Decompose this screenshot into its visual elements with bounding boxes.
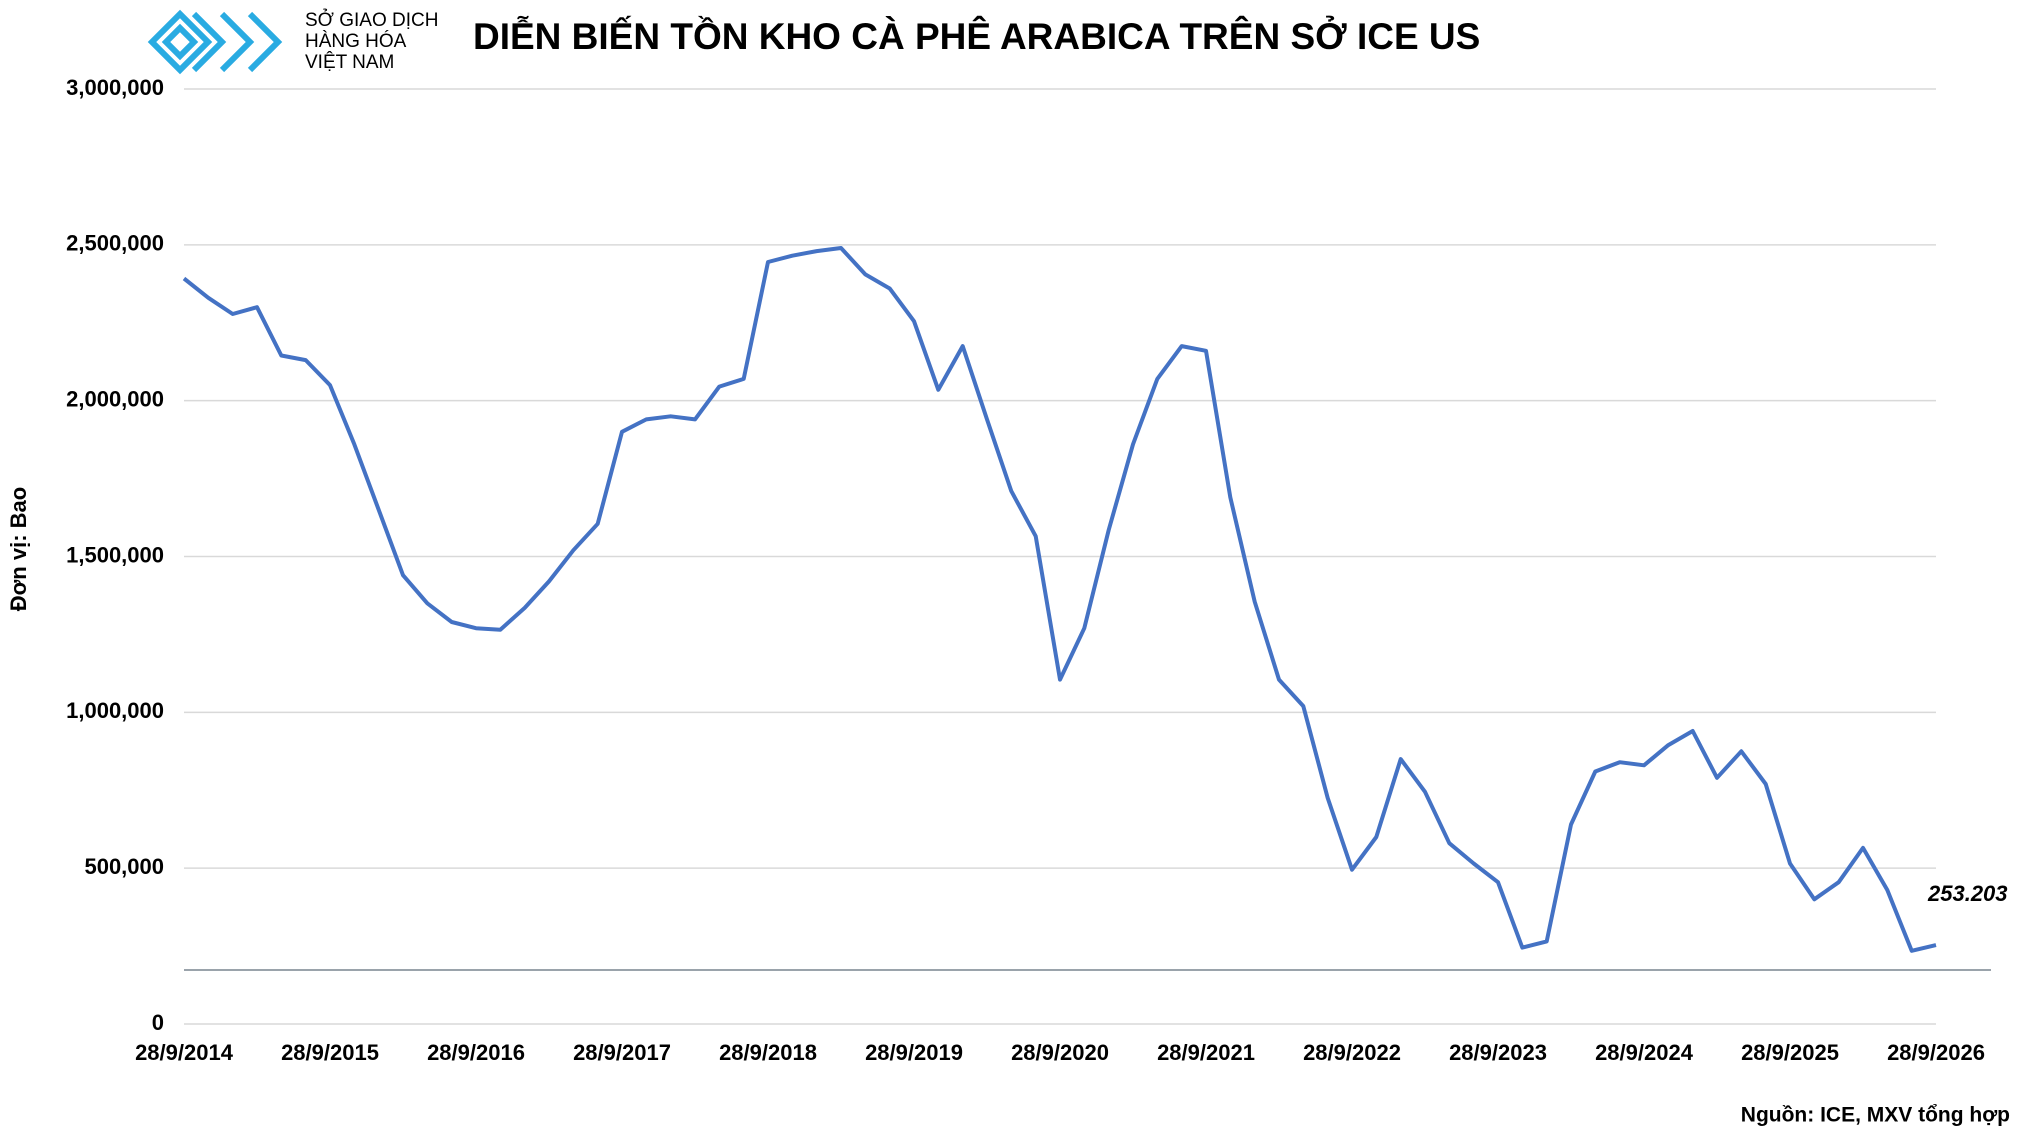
y-tick-label: 1,500,000 bbox=[66, 542, 164, 567]
logo-text: SỞ GIAO DỊCH bbox=[305, 9, 438, 31]
logo-text: HÀNG HÓA bbox=[305, 30, 407, 52]
y-tick-label: 500,000 bbox=[84, 854, 164, 879]
data-line bbox=[182, 246, 1937, 953]
x-tick-label: 28/9/2020 bbox=[1011, 1040, 1109, 1065]
x-tick-label: 28/9/2018 bbox=[719, 1040, 817, 1065]
x-tick-label: 28/9/2022 bbox=[1303, 1040, 1401, 1065]
x-tick-label: 28/9/2026 bbox=[1887, 1040, 1985, 1065]
annotation: 253.203 bbox=[1927, 881, 2008, 906]
y-tick-label: 2,500,000 bbox=[66, 231, 164, 256]
x-tick-label: 28/9/2017 bbox=[573, 1040, 671, 1065]
x-tick-label: 28/9/2015 bbox=[281, 1040, 379, 1065]
chart-title: DIỄN BIẾN TỒN KHO CÀ PHÊ ARABICA TRÊN SỞ… bbox=[473, 15, 1480, 57]
x-tick-label: 28/9/2014 bbox=[135, 1040, 234, 1065]
source: Nguồn: ICE, MXV tổng hợp bbox=[1741, 1104, 2010, 1127]
logo-mark bbox=[147, 9, 283, 75]
y-tick-label: 0 bbox=[152, 1010, 164, 1035]
y-tick-label: 1,000,000 bbox=[66, 698, 164, 723]
y-axis-label: Đơn vị: Bao bbox=[6, 487, 31, 611]
x-tick-label: 28/9/2019 bbox=[865, 1040, 963, 1065]
x-tick-label: 28/9/2024 bbox=[1595, 1040, 1694, 1065]
x-tick-label: 28/9/2021 bbox=[1157, 1040, 1255, 1065]
y-tick-label: 2,000,000 bbox=[66, 386, 164, 411]
logo-text: VIỆT NAM bbox=[305, 51, 394, 73]
y-tick-label: 3,000,000 bbox=[66, 75, 164, 100]
x-tick-label: 28/9/2025 bbox=[1741, 1040, 1839, 1065]
x-tick-label: 28/9/2016 bbox=[427, 1040, 525, 1065]
x-tick-label: 28/9/2023 bbox=[1449, 1040, 1547, 1065]
